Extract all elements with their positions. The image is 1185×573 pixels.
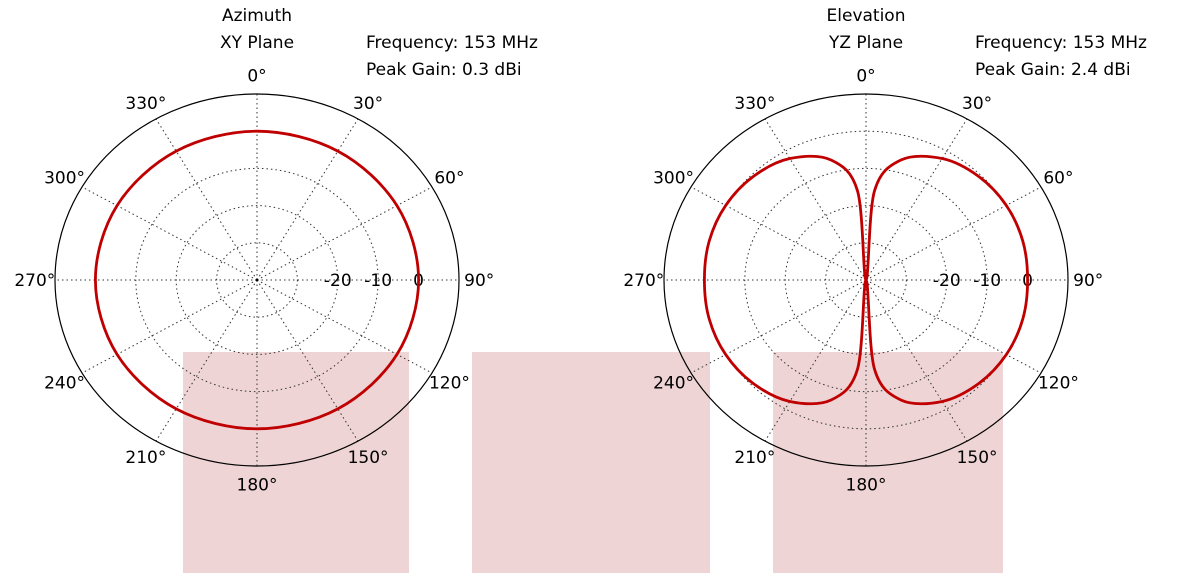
angle-tick-label: 120° (429, 373, 470, 393)
angle-tick-label: 330° (125, 94, 166, 114)
plot-subtitle: XY Plane (220, 33, 294, 53)
angular-gridline (256, 279, 433, 374)
plot-title: Elevation (827, 6, 906, 26)
radial-gridline (135, 167, 379, 393)
gain-pattern-trace (703, 154, 1029, 406)
polar-frame (663, 93, 1069, 467)
angle-tick-label: 180° (237, 476, 278, 496)
angle-tick-label: 300° (653, 169, 694, 189)
angular-gridline (690, 279, 867, 374)
angle-tick-label: 30° (962, 94, 992, 114)
angle-tick-label: 90° (464, 271, 494, 291)
angular-gridline (865, 279, 1042, 374)
angular-gridline (155, 279, 258, 442)
angle-tick-label: 0° (247, 66, 266, 86)
radial-gridline (825, 242, 907, 318)
radial-gridline (216, 242, 298, 318)
radial-gridline (784, 205, 948, 355)
plot-subtitle: YZ Plane (828, 33, 903, 53)
gain-pattern-trace (94, 129, 420, 431)
angle-tick-label: 330° (734, 94, 775, 114)
elevation-polar-plot: 0° 30° 60° 90° 120° 150° 180° 210° 240° 270° 300° 3… (623, 6, 1147, 496)
angle-tick-label: 210° (125, 448, 166, 468)
angle-tick-label: 60° (434, 169, 464, 189)
angular-gridline (764, 118, 867, 281)
angle-tick-label: 0° (856, 66, 875, 86)
angle-tick-label: 60° (1043, 169, 1073, 189)
peak-gain-label: Peak Gain: 0.3 dBi (366, 60, 522, 80)
angular-gridline (81, 279, 258, 374)
azimuth-polar-plot: 0° 30° 60° 90° 120° 150° 180° 210° 240° 270° 300° 3… (14, 6, 538, 496)
angular-gridline (256, 118, 359, 281)
angular-gridline (256, 279, 359, 442)
angle-tick-label: 180° (846, 476, 887, 496)
overlay-middle (472, 352, 710, 573)
angle-tick-label: 30° (353, 94, 383, 114)
peak-gain-label: Peak Gain: 2.4 dBi (975, 60, 1131, 80)
angular-gridline (155, 118, 258, 281)
radial-gridline (175, 205, 339, 355)
angle-tick-label: 300° (44, 169, 85, 189)
radial-tick-label: -10 (973, 271, 1001, 291)
angle-tick-label: 120° (1038, 373, 1079, 393)
radial-tick-label: -20 (324, 271, 352, 291)
frequency-label: Frequency: 153 MHz (975, 33, 1147, 53)
frequency-label: Frequency: 153 MHz (366, 33, 538, 53)
angular-gridline (690, 186, 867, 281)
angle-tick-label: 240° (44, 373, 85, 393)
radial-gridline (744, 167, 988, 393)
plot-title: Azimuth (222, 6, 292, 26)
angle-tick-label: 210° (734, 448, 775, 468)
overlay-layer (183, 352, 1003, 573)
radial-tick-label: -10 (364, 271, 392, 291)
angular-gridline (256, 186, 433, 281)
angular-gridline (764, 279, 867, 442)
angle-tick-label: 270° (14, 271, 55, 291)
overlay-right (773, 352, 1003, 573)
angular-gridline (865, 186, 1042, 281)
angle-tick-label: 270° (623, 271, 664, 291)
angle-tick-label: 90° (1073, 271, 1103, 291)
angle-tick-label: 240° (653, 373, 694, 393)
radial-tick-label: -20 (933, 271, 961, 291)
angle-tick-label: 150° (957, 448, 998, 468)
angular-gridline (865, 279, 968, 442)
angular-gridline (81, 186, 258, 281)
angle-tick-label: 150° (348, 448, 389, 468)
angular-gridline (865, 118, 968, 281)
polar-frame (54, 93, 460, 467)
polar-center (255, 278, 259, 282)
